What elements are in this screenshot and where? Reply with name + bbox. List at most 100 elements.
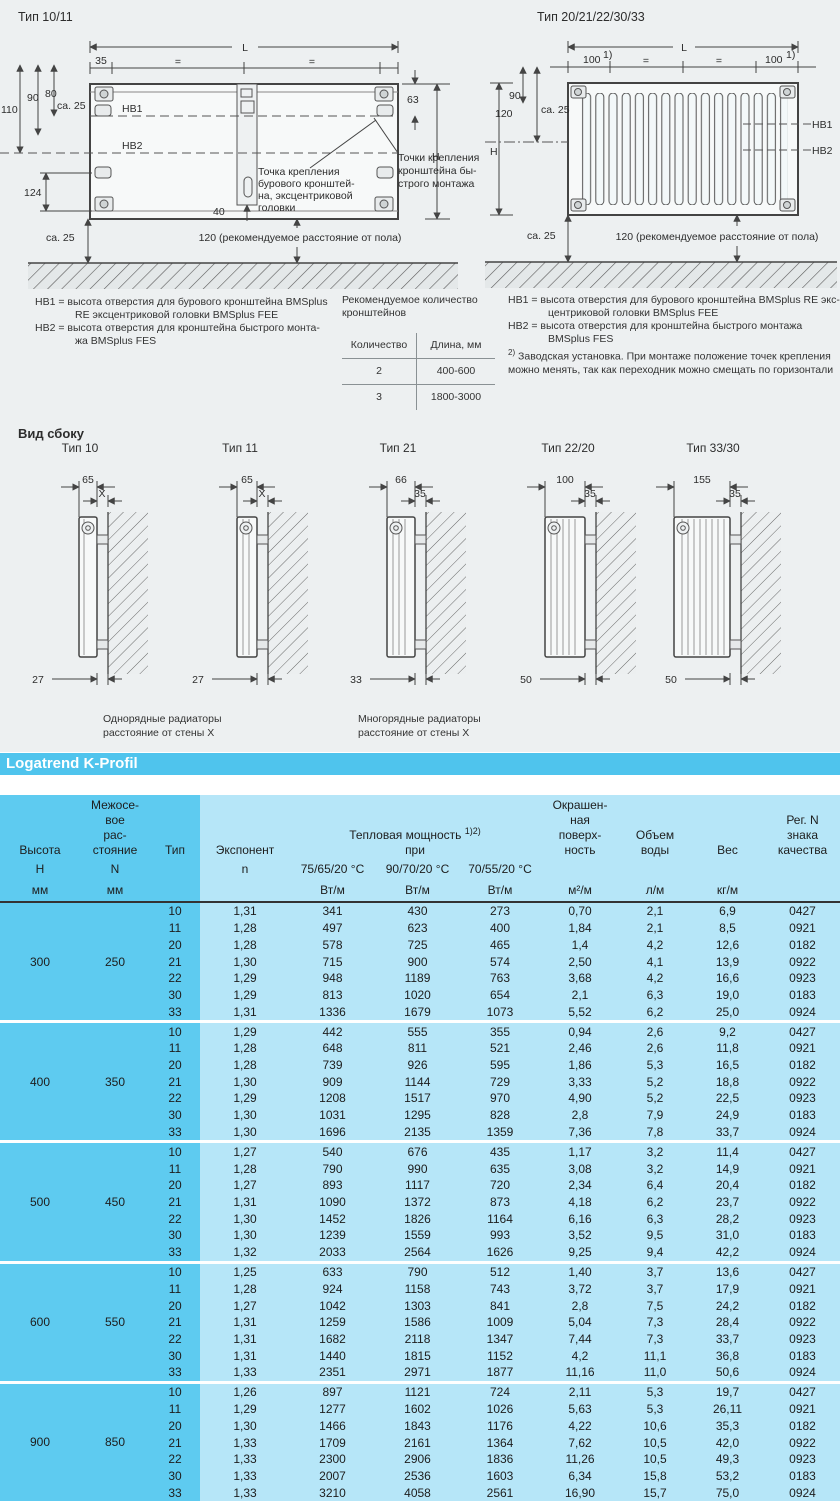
spec-row: 11 1,29 1277 1602 1026 5,63 5,3 26,11 0921 [0, 1400, 840, 1418]
spec-row: 21 1,33 1709 2161 1364 7,62 10,5 42,0 0922 [0, 1434, 840, 1451]
cell-volume: 11,1 [643, 1348, 667, 1363]
dim-bottom-label: 50 [665, 674, 677, 686]
cell-power-70: 273 [489, 904, 511, 919]
legend-line: BMSplus FES [548, 333, 614, 345]
cell-power-90: 2564 [404, 1245, 431, 1260]
wall-hatch [108, 512, 148, 674]
dim-bottom-label: 27 [192, 674, 204, 686]
cell-surface: 6,34 [568, 1468, 592, 1483]
bracket-count-table: Рекомендуемое количество кронштейнов Кол… [342, 294, 495, 410]
cell-power-75: 540 [290, 1140, 375, 1161]
cell-exponent: 1,28 [233, 921, 257, 936]
dim-L-label: L [242, 42, 248, 54]
cell-volume: 7,8 [646, 1124, 664, 1139]
bracket-col-quantity: Количество [342, 333, 417, 358]
cell-spacing: 350 [80, 1020, 150, 1142]
cell-power-75: 2033 [319, 1245, 346, 1260]
valve-head [389, 521, 403, 535]
cell-exponent: 1,28 [233, 1161, 257, 1176]
unit-spacing: мм [80, 879, 150, 903]
dim-bottom [540, 673, 610, 685]
cell-weight: 36,8 [715, 1348, 740, 1363]
dim-eq1-label: = [175, 56, 181, 68]
spec-row: 33 1,32 2033 2564 1626 9,25 9,4 42,2 0924 [0, 1243, 840, 1263]
cell-power-70: 1364 [486, 1435, 514, 1450]
side-view-title: Тип 10 [61, 441, 99, 455]
svg-text:на, эксцентриковой: на, эксцентриковой [258, 190, 353, 202]
cell-power-70: 435 [460, 1140, 541, 1161]
cell-reg-number: 0921 [789, 1161, 816, 1176]
cell-reg-number: 0924 [789, 1004, 816, 1019]
cell-weight: 11,8 [716, 1041, 739, 1056]
cell-reg-number: 0183 [789, 1228, 816, 1243]
legend-line: HB1 = высота отверстия для бурового крон… [508, 294, 840, 306]
cell-type: 21 [150, 1073, 200, 1091]
cell-power-90: 900 [407, 954, 428, 969]
cell-volume: 3,7 [620, 1260, 691, 1281]
side-view-drawing: 100 35 50 [520, 474, 636, 686]
unit-volume: л/м [620, 879, 691, 903]
factory-note-line: можно менять, так как переходник можно с… [508, 363, 834, 376]
col-header-volume: Объем воды [635, 828, 675, 857]
cell-volume: 3,7 [646, 1281, 664, 1296]
dim-ca25-bottom-label: ca. 25 [527, 230, 556, 242]
cell-weight: 33,7 [715, 1124, 740, 1139]
cell-surface: 4,22 [568, 1418, 592, 1433]
cell-power-90: 2906 [404, 1452, 431, 1467]
dim-wall-gap-label: 35 [584, 488, 596, 500]
bracket-table-grid: Количество Длина, мм 2 400-600 3 1800-30… [342, 333, 495, 410]
cell-power-75: 909 [322, 1074, 343, 1089]
unit-surface: м²/м [540, 879, 621, 903]
cell-reg-number: 0183 [789, 1108, 816, 1123]
spec-row: 500 450 10 1,27 540 676 435 1,17 3,2 11,4 0427 [0, 1140, 840, 1263]
cell-volume: 5,3 [620, 1380, 691, 1401]
cell-power-90: 1158 [404, 1281, 431, 1296]
cell-reg-number: 0182 [789, 1178, 816, 1193]
cell-power-75: 893 [322, 1178, 343, 1193]
power-footnote-marker: 1)2) [464, 826, 481, 836]
cell-exponent: 1,33 [233, 1365, 257, 1380]
radiator-panel [386, 516, 416, 658]
cell-power-70: 2561 [486, 1485, 514, 1500]
cell-power-90: 2161 [404, 1435, 431, 1450]
unit-type-empty [150, 879, 200, 903]
cell-type: 22 [150, 1330, 200, 1348]
dim-90-label: 90 [509, 90, 521, 102]
cell-reg-number: 0921 [789, 1041, 816, 1056]
spec-row: 600 550 10 1,25 633 790 512 1,40 3,7 13,6 0427 [0, 1260, 840, 1383]
cell-spacing: 850 [80, 1380, 150, 1501]
dim-H-label: H [490, 146, 498, 158]
col-header-exponent: Экспонент [215, 843, 275, 857]
cell-power-70: 743 [489, 1281, 511, 1296]
cell-type: 11 [150, 919, 200, 937]
dim-ca25-bottom-label: ca. 25 [46, 232, 75, 244]
cell-weight: 33,7 [715, 1332, 740, 1346]
dim-100-eq [550, 61, 816, 73]
cell-surface: 3,33 [568, 1074, 592, 1089]
cell-power-70: 595 [489, 1058, 511, 1073]
cell-type: 30 [150, 986, 200, 1004]
dim-H-label: H [432, 151, 440, 163]
dim-depth-label: 66 [395, 474, 407, 486]
legend-line: центриковой головки BMSplus FEE [548, 307, 719, 319]
cell-power-70: 1073 [486, 1004, 514, 1019]
cell-power-70: 512 [460, 1260, 541, 1281]
spec-row: 33 1,33 3210 4058 2561 16,90 15,7 75,0 0924 [0, 1484, 840, 1501]
unit-power-75: Вт/м [290, 879, 375, 903]
cell-exponent: 1,33 [233, 1485, 257, 1500]
spec-row: 30 1,33 2007 2536 1603 6,34 15,8 53,2 0183 [0, 1467, 840, 1485]
cell-power-90: 725 [407, 937, 428, 952]
cell-weight: 23,7 [715, 1195, 740, 1210]
cell-power-70: 729 [489, 1074, 511, 1089]
cell-power-70: 763 [489, 971, 511, 986]
cell-exponent: 1,31 [233, 1315, 257, 1330]
cell-power-75: 648 [322, 1041, 343, 1056]
cell-exponent: 1,30 [233, 1074, 257, 1089]
cell-power-90: 1144 [404, 1074, 431, 1089]
cell-power-90: 1602 [404, 1402, 431, 1417]
side-view-type-11: Тип 11 65 [160, 441, 320, 714]
cell-exponent: 1,31 [233, 1348, 257, 1363]
temp-70: 70/55/20 °C [468, 862, 532, 876]
cell-volume: 9,5 [646, 1228, 664, 1243]
cell-spacing: 550 [80, 1260, 150, 1383]
